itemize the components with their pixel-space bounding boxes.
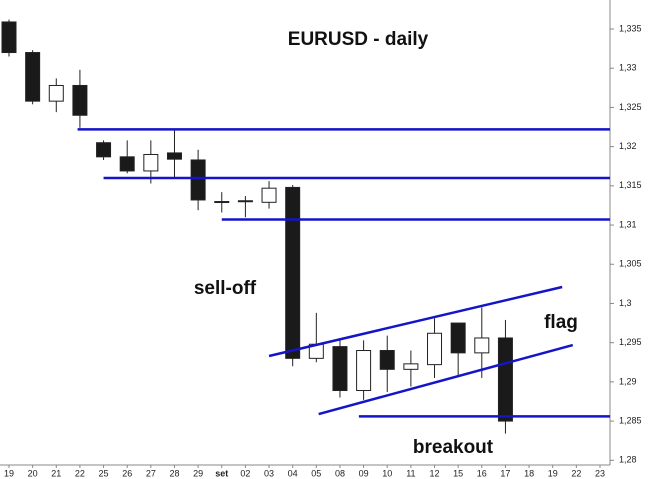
candle-body bbox=[166, 152, 182, 160]
candle-body bbox=[356, 350, 372, 392]
chart-title: EURUSD - daily bbox=[288, 29, 429, 50]
x-tick-label: 20 bbox=[28, 468, 38, 478]
candle-body bbox=[119, 156, 135, 172]
y-tick-label: 1,32 bbox=[619, 141, 637, 151]
x-tick-label: 08 bbox=[335, 468, 345, 478]
y-tick-label: 1,29 bbox=[619, 376, 637, 386]
candle-body bbox=[332, 346, 348, 392]
candle-body bbox=[403, 363, 419, 370]
x-tick-label: 21 bbox=[51, 468, 61, 478]
channel-line bbox=[318, 343, 574, 416]
y-tick-label: 1,325 bbox=[619, 102, 642, 112]
x-tick-label: 17 bbox=[500, 468, 510, 478]
x-tick-label: 09 bbox=[359, 468, 369, 478]
candle-body bbox=[379, 350, 395, 370]
x-tick-label: 03 bbox=[264, 468, 274, 478]
candle-body bbox=[237, 200, 253, 203]
candle-body bbox=[72, 84, 88, 116]
x-tick-label: 28 bbox=[169, 468, 179, 478]
annotation: sell-off bbox=[194, 278, 257, 299]
y-tick-label: 1,3 bbox=[619, 298, 632, 308]
y-tick-label: 1,33 bbox=[619, 63, 637, 73]
y-tick-label: 1,335 bbox=[619, 23, 642, 33]
x-tick-label: 11 bbox=[406, 468, 415, 478]
x-tick-label: 22 bbox=[571, 468, 581, 478]
y-tick-label: 1,305 bbox=[619, 259, 642, 269]
y-tick-label: 1,315 bbox=[619, 180, 642, 190]
x-tick-label: 27 bbox=[146, 468, 156, 478]
x-tick-label: 25 bbox=[99, 468, 109, 478]
x-tick-label: 26 bbox=[122, 468, 132, 478]
candle-body bbox=[48, 84, 64, 102]
x-tick-label: 23 bbox=[595, 468, 605, 478]
candle-body bbox=[497, 337, 513, 422]
x-tick-label: 19 bbox=[548, 468, 558, 478]
candle-body bbox=[25, 52, 41, 102]
x-tick-label: 10 bbox=[382, 468, 392, 478]
candle-body bbox=[190, 159, 206, 201]
candle-body bbox=[427, 332, 443, 366]
candle-body bbox=[143, 153, 159, 172]
y-tick-label: 1,31 bbox=[619, 219, 637, 229]
x-tick-label: 16 bbox=[477, 468, 487, 478]
candle-body bbox=[285, 186, 301, 359]
x-tick-label: 22 bbox=[75, 468, 85, 478]
annotation: flag bbox=[544, 312, 578, 333]
y-tick-label: 1,28 bbox=[619, 455, 637, 465]
channel-line bbox=[268, 285, 563, 358]
x-tick-label: 19 bbox=[4, 468, 14, 478]
annotation: breakout bbox=[413, 437, 494, 458]
x-tick-label: set bbox=[215, 468, 228, 478]
x-tick-label: 02 bbox=[240, 468, 250, 478]
candle-body bbox=[1, 21, 17, 54]
x-tick-label: 12 bbox=[430, 468, 440, 478]
x-tick-label: 15 bbox=[453, 468, 463, 478]
y-tick-label: 1,295 bbox=[619, 337, 642, 347]
candle-body bbox=[261, 187, 277, 203]
candle-body bbox=[474, 337, 490, 354]
x-tick-label: 04 bbox=[288, 468, 298, 478]
y-tick-label: 1,285 bbox=[619, 415, 642, 425]
x-tick-label: 29 bbox=[193, 468, 203, 478]
x-tick-label: 05 bbox=[311, 468, 321, 478]
candle-body bbox=[214, 201, 230, 204]
x-tick-label: 18 bbox=[524, 468, 534, 478]
candle-body bbox=[96, 142, 112, 158]
candle-body bbox=[450, 322, 466, 354]
